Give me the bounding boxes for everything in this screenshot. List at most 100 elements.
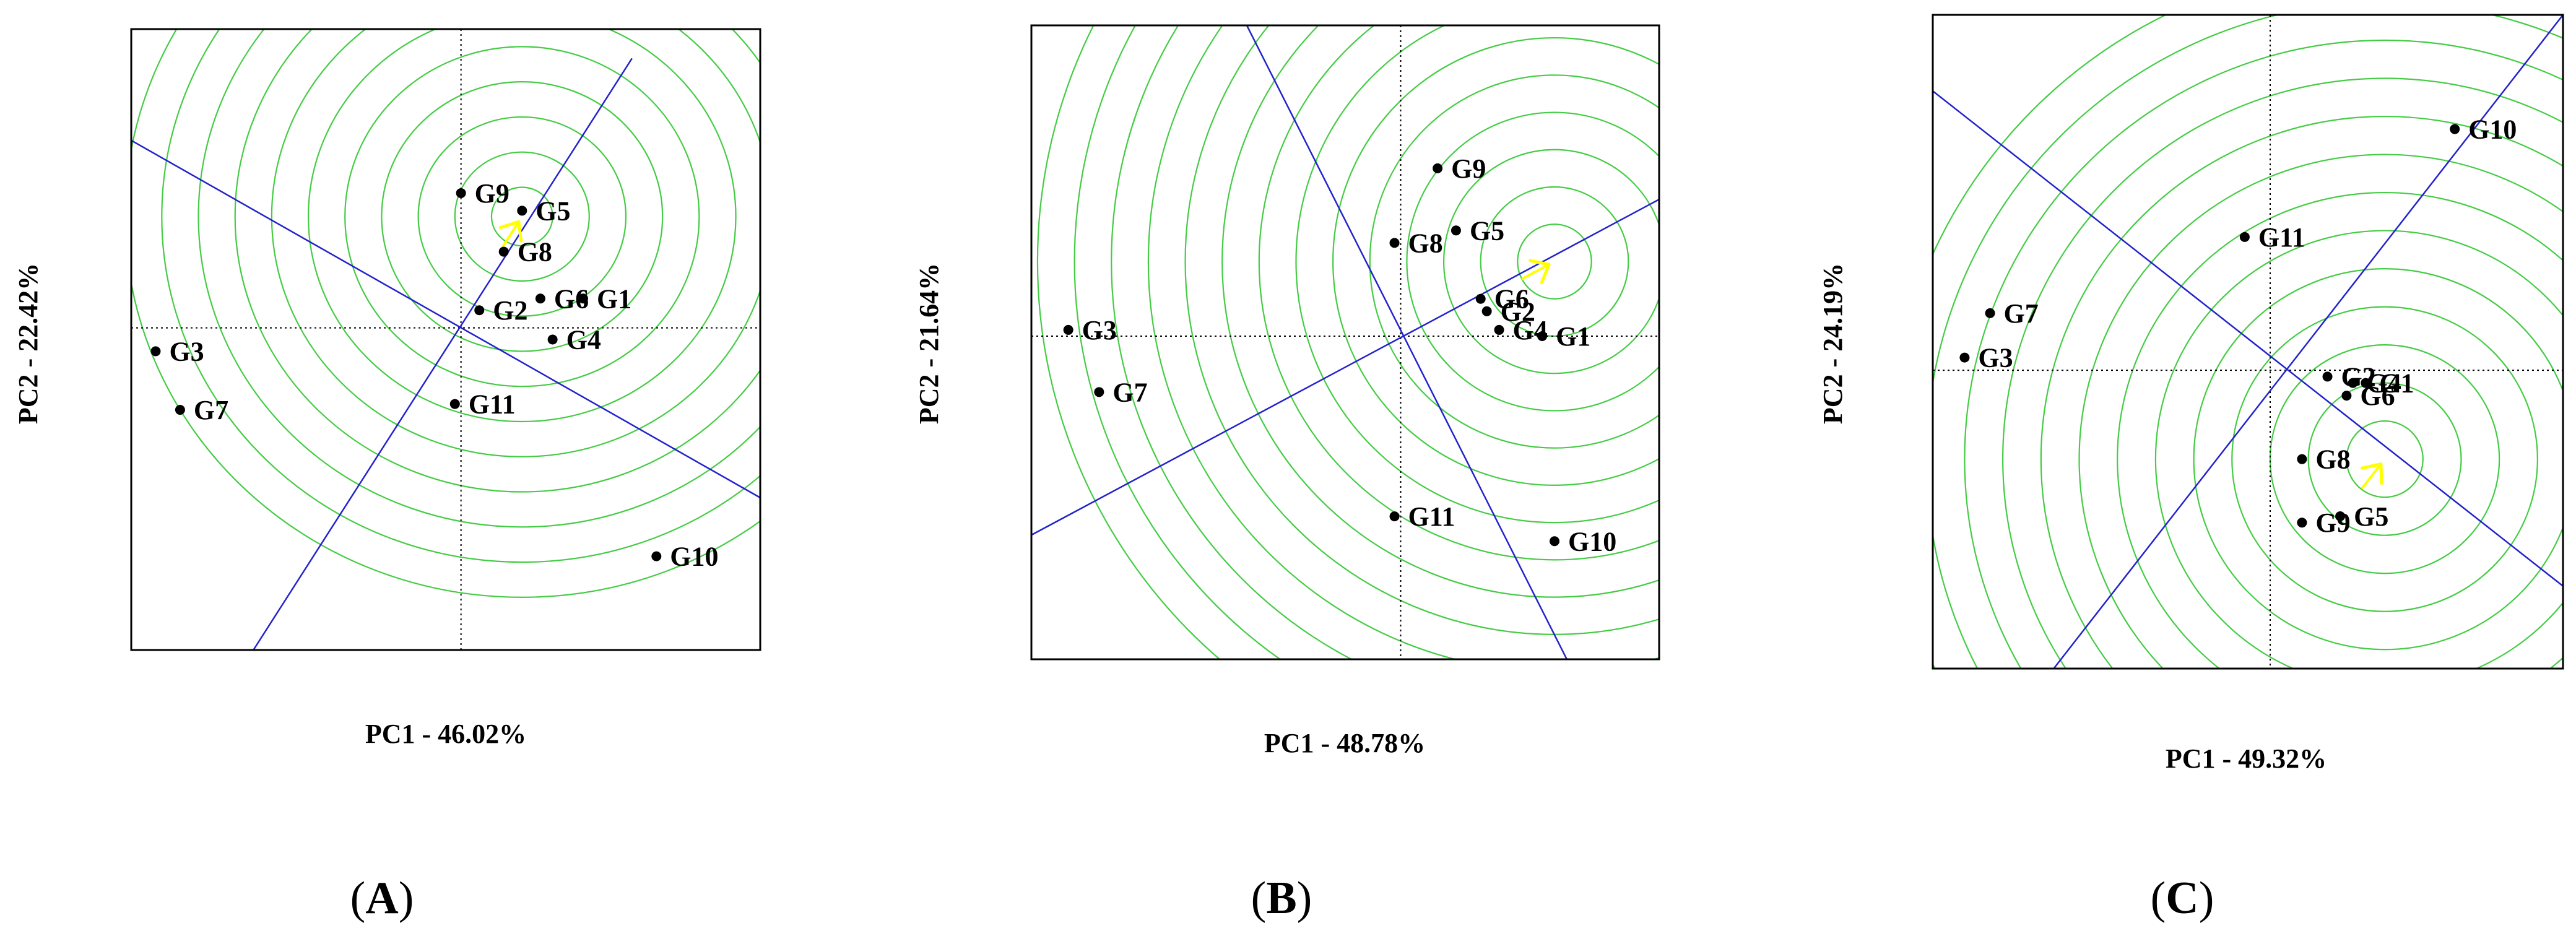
point-c-g2 [2322, 371, 2333, 382]
label-b-g7: G7 [1112, 377, 1147, 407]
arrow-head-left-a [498, 220, 521, 230]
arrow-head-right-a [517, 220, 523, 243]
frame-b [1030, 24, 1660, 661]
panel-label-b: (B) [1251, 873, 1312, 924]
point-c-g11 [2239, 232, 2250, 242]
circle-a-4 [381, 81, 664, 352]
point-c-g4 [2348, 378, 2358, 388]
circle-c-2 [2307, 382, 2462, 536]
point-a-g10 [651, 551, 662, 561]
label-b-g6: G6 [1494, 284, 1529, 314]
point-b-g7 [1094, 387, 1104, 397]
point-b-g6 [1475, 293, 1486, 304]
circle-a-3 [417, 116, 627, 317]
point-b-g3 [1063, 324, 1073, 335]
label-b-g1: G1 [1556, 321, 1590, 352]
point-b-g11 [1389, 511, 1400, 522]
point-a-g4 [547, 334, 558, 345]
point-b-g5 [1451, 225, 1461, 236]
label-c-g2: G2 [2341, 362, 2376, 392]
point-b-g8 [1389, 238, 1400, 248]
xlabel-b: PC1 - 48.78% [1264, 728, 1425, 758]
label-c-g3: G3 [1978, 343, 2013, 373]
circle-b-1 [1517, 223, 1592, 300]
label-a-g8: G8 [518, 237, 552, 267]
circle-c-8 [2078, 154, 2563, 669]
label-c-g1: G1 [2379, 368, 2414, 399]
circle-b-3 [1443, 149, 1659, 375]
circle-b-4 [1406, 111, 1659, 412]
arrow-head-left-b [1529, 259, 1551, 266]
point-a-g11 [449, 399, 460, 409]
label-b-g2: G2 [1501, 297, 1535, 327]
label-a-g5: G5 [536, 196, 570, 226]
ylabel-b: PC2 - 21.64% [914, 263, 944, 424]
label-c-g9: G9 [2315, 508, 2350, 538]
circle-b-5 [1369, 74, 1659, 449]
label-c-g11: G11 [2258, 222, 2305, 253]
point-b-g1 [1537, 331, 1548, 341]
label-b-g11: G11 [1408, 501, 1455, 532]
arrow-head-left-c [2360, 462, 2383, 470]
label-b-g5: G5 [1470, 215, 1504, 246]
circle-b-12 [1111, 25, 1353, 659]
circle-c-6 [2154, 230, 2563, 669]
point-a-g6 [535, 293, 545, 304]
arrow-shaft-c [2361, 463, 2382, 490]
label-c-g10: G10 [2468, 115, 2517, 145]
label-a-g7: G7 [194, 395, 228, 425]
label-c-g6: G6 [2360, 381, 2395, 411]
circle-a-6 [308, 29, 737, 422]
point-a-g1 [578, 293, 588, 304]
aec-perp-line-a [131, 139, 760, 499]
point-b-g4 [1494, 324, 1504, 335]
aec-line-c [2053, 15, 2563, 669]
aec-perp-line-c [1933, 90, 2563, 587]
aec-perp-line-b [1246, 25, 1568, 659]
panel-label-a: (A) [350, 873, 414, 924]
point-c-g5 [2335, 511, 2346, 521]
circle-b-11 [1147, 25, 1659, 659]
point-c-g3 [1959, 352, 1970, 363]
aec-line-b [1031, 198, 1659, 536]
label-a-g1: G1 [597, 284, 631, 314]
label-c-g7: G7 [2004, 298, 2039, 329]
point-a-g9 [456, 188, 466, 198]
point-a-g7 [175, 405, 185, 415]
point-c-g7 [1985, 308, 1995, 318]
label-b-g3: G3 [1082, 315, 1117, 345]
point-c-g9 [2297, 518, 2307, 528]
label-a-g3: G3 [169, 336, 204, 366]
point-c-g8 [2297, 454, 2307, 464]
arrow-head-right-b [1540, 262, 1551, 284]
circle-a-5 [344, 46, 700, 388]
circle-a-1 [490, 186, 553, 247]
circle-b-8 [1258, 25, 1659, 561]
point-a-g5 [517, 206, 527, 216]
circle-a-7 [271, 29, 760, 457]
xlabel-c: PC1 - 49.32% [2166, 743, 2327, 774]
panel-letter-a: A [365, 873, 398, 924]
panel-label-c: (C) [2151, 873, 2214, 924]
label-a-g2: G2 [493, 295, 527, 326]
panel-letter-c: C [2166, 873, 2198, 924]
circle-c-11 [1964, 40, 2563, 669]
circle-c-5 [2193, 268, 2563, 651]
circle-a-2 [454, 151, 590, 282]
point-a-g2 [474, 305, 485, 316]
circle-b-13 [1073, 25, 1281, 659]
label-a-g4: G4 [566, 325, 601, 355]
arrow-shaft-a [501, 221, 520, 249]
ylabel-a: PC2 - 22.42% [13, 263, 43, 424]
circle-c-3 [2269, 344, 2500, 574]
aec-line-a [253, 58, 633, 650]
label-a-g10: G10 [670, 542, 718, 572]
circle-b-6 [1332, 37, 1659, 486]
arrow-shaft-b [1521, 263, 1550, 280]
circle-a-11 [131, 29, 760, 598]
